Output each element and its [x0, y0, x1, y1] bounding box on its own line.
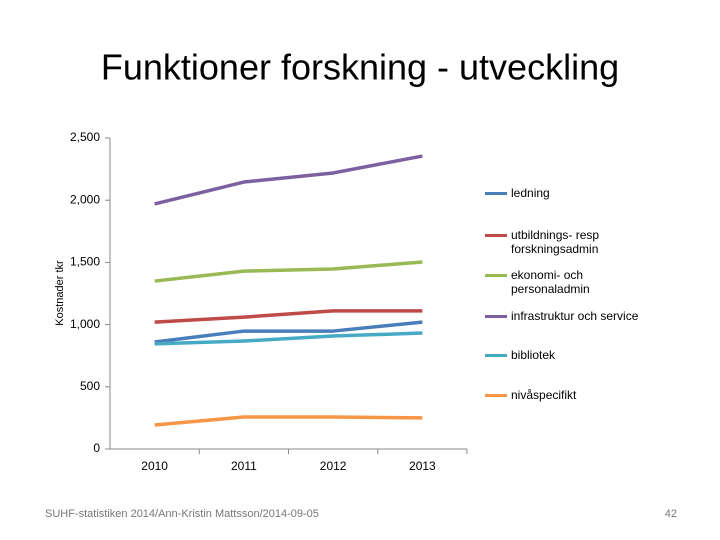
legend-swatch — [485, 394, 507, 397]
chart-title: Funktioner forskning - utveckling — [101, 47, 619, 88]
page-number: 42 — [665, 508, 677, 520]
series-line — [154, 320, 423, 344]
series-line — [154, 415, 423, 427]
legend-swatch — [485, 192, 507, 195]
legend-label: utbildnings- resp forskningsadmin — [511, 228, 600, 256]
series-line — [154, 309, 423, 324]
y-tick-label: 2,500 — [70, 130, 100, 144]
legend-item: ledning — [485, 186, 655, 200]
legend-label: ledning — [511, 186, 550, 200]
legend-item: utbildnings- resp forskningsadmin — [485, 228, 655, 256]
y-tick-label: 500 — [80, 379, 100, 393]
x-tick-label: 2012 — [320, 459, 347, 473]
legend-label: bibliotek — [511, 348, 556, 362]
legend-item: nivåspecifikt — [485, 388, 655, 402]
legend-label: ekonomi- och personaladmin — [511, 268, 590, 296]
legend-swatch — [485, 315, 507, 318]
legend-swatch — [485, 234, 507, 237]
footer: SUHF-statistiken 2014/Ann-Kristin Mattss… — [45, 508, 319, 520]
series-line — [154, 331, 423, 346]
legend-item: bibliotek — [485, 348, 655, 362]
x-tick-label: 2011 — [231, 459, 257, 473]
y-tick-label: 1,500 — [70, 255, 100, 269]
x-tick-label: 2010 — [141, 459, 168, 473]
y-tick-label: 0 — [93, 441, 100, 455]
y-tick-label: 2,000 — [70, 192, 100, 206]
legend-label: nivåspecifikt — [511, 388, 577, 402]
legend-swatch — [485, 354, 507, 357]
legend-swatch — [485, 274, 507, 277]
legend-item: infrastruktur och service — [485, 309, 655, 323]
legend-item: ekonomi- och personaladmin — [485, 268, 655, 296]
series-line — [154, 154, 423, 206]
legend-label: infrastruktur och service — [511, 309, 639, 323]
series-line — [154, 260, 423, 283]
y-axis-label: Kostnader tkr — [54, 260, 66, 326]
y-tick-label: 1,000 — [70, 317, 100, 331]
x-tick-label: 2013 — [409, 459, 436, 473]
